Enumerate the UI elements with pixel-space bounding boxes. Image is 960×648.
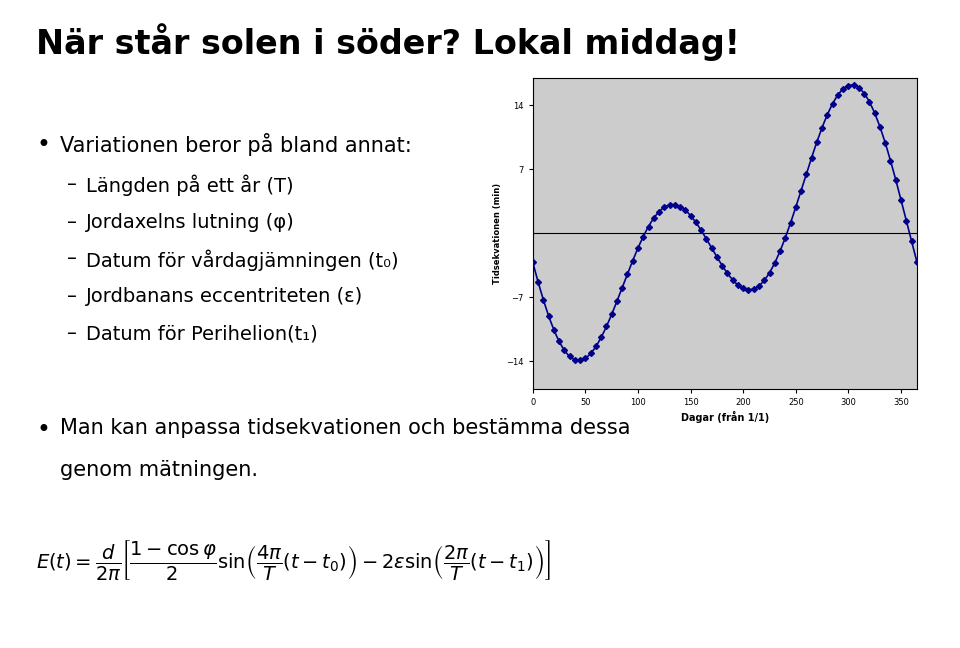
Text: Datum för Perihelion(t₁): Datum för Perihelion(t₁) — [86, 324, 318, 343]
Text: Längden på ett år (T): Längden på ett år (T) — [86, 175, 294, 196]
Text: Jordaxelns lutning (φ): Jordaxelns lutning (φ) — [86, 213, 295, 231]
Text: genom mätningen.: genom mätningen. — [60, 460, 257, 480]
Text: –: – — [67, 175, 77, 194]
Text: •: • — [36, 418, 50, 442]
X-axis label: Dagar (från 1/1): Dagar (från 1/1) — [681, 411, 769, 423]
Text: Man kan anpassa tidsekvationen och bestämma dessa: Man kan anpassa tidsekvationen och bestä… — [60, 418, 630, 438]
Text: –: – — [67, 249, 77, 268]
Text: 14: 14 — [21, 615, 46, 632]
Text: ■: ■ — [833, 616, 848, 631]
Text: $E(t)=\dfrac{d}{2\pi}\left[\dfrac{1-\cos\varphi}{2}\sin\!\left(\dfrac{4\pi}{T}(t: $E(t)=\dfrac{d}{2\pi}\left[\dfrac{1-\cos… — [36, 538, 552, 582]
Text: –: – — [67, 213, 77, 231]
Text: –: – — [67, 324, 77, 343]
Text: –: – — [67, 287, 77, 306]
Text: •: • — [36, 133, 50, 157]
Text: NTNU: NTNU — [859, 615, 916, 632]
Text: När står solen i söder? Lokal middag!: När står solen i söder? Lokal middag! — [36, 23, 740, 60]
Text: Datum för vårdagjämningen (t₀): Datum för vårdagjämningen (t₀) — [86, 249, 399, 271]
Y-axis label: Tidsekvationen (min): Tidsekvationen (min) — [493, 183, 502, 284]
Text: Variationen beror på bland annat:: Variationen beror på bland annat: — [60, 133, 411, 156]
Text: Jordbanans eccentriteten (ε): Jordbanans eccentriteten (ε) — [86, 287, 364, 306]
